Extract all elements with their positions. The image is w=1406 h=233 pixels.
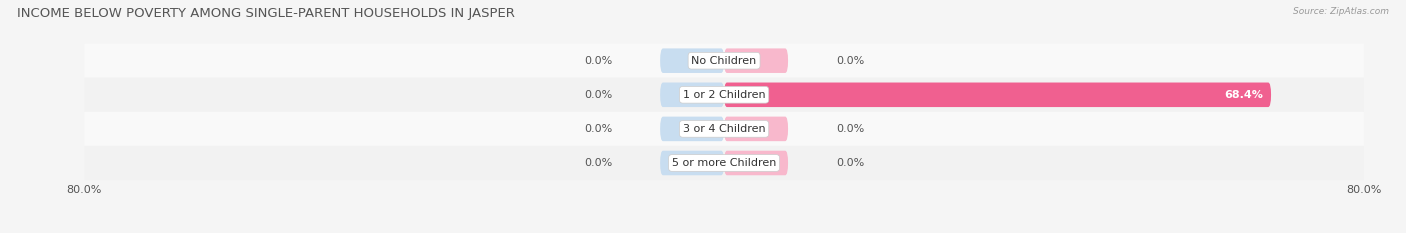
Legend: Single Father, Single Mother: Single Father, Single Mother [619, 230, 830, 233]
Text: 68.4%: 68.4% [1225, 90, 1263, 100]
Text: 0.0%: 0.0% [837, 158, 865, 168]
FancyBboxPatch shape [84, 112, 1364, 146]
Text: 0.0%: 0.0% [583, 56, 612, 66]
Text: 0.0%: 0.0% [837, 124, 865, 134]
FancyBboxPatch shape [661, 151, 724, 175]
FancyBboxPatch shape [724, 116, 787, 141]
Text: Source: ZipAtlas.com: Source: ZipAtlas.com [1294, 7, 1389, 16]
Text: 0.0%: 0.0% [837, 56, 865, 66]
FancyBboxPatch shape [84, 44, 1364, 78]
Text: 0.0%: 0.0% [583, 158, 612, 168]
FancyBboxPatch shape [724, 82, 1271, 107]
FancyBboxPatch shape [84, 146, 1364, 180]
FancyBboxPatch shape [84, 78, 1364, 112]
Text: No Children: No Children [692, 56, 756, 66]
Text: 0.0%: 0.0% [583, 90, 612, 100]
Text: 3 or 4 Children: 3 or 4 Children [683, 124, 765, 134]
Text: 1 or 2 Children: 1 or 2 Children [683, 90, 765, 100]
Text: 5 or more Children: 5 or more Children [672, 158, 776, 168]
Text: INCOME BELOW POVERTY AMONG SINGLE-PARENT HOUSEHOLDS IN JASPER: INCOME BELOW POVERTY AMONG SINGLE-PARENT… [17, 7, 515, 20]
FancyBboxPatch shape [724, 48, 787, 73]
FancyBboxPatch shape [661, 48, 724, 73]
FancyBboxPatch shape [661, 116, 724, 141]
FancyBboxPatch shape [724, 151, 787, 175]
Text: 0.0%: 0.0% [583, 124, 612, 134]
FancyBboxPatch shape [661, 82, 724, 107]
